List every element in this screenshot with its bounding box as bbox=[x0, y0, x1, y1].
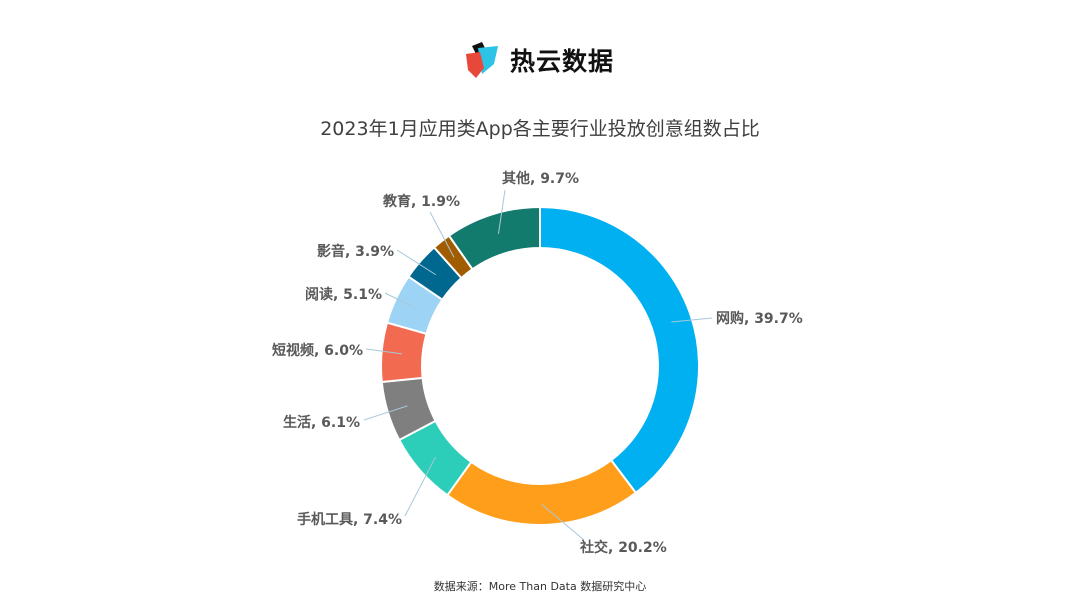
leader-line-其他 bbox=[497, 189, 506, 234]
data-label-影音: 影音, 3.9% bbox=[317, 243, 394, 260]
leader-line-教育 bbox=[429, 211, 455, 258]
slice-社交 bbox=[445, 458, 638, 526]
leader-line-网购 bbox=[671, 317, 713, 323]
leader-line-社交 bbox=[541, 504, 585, 541]
logo: 热云数据 bbox=[462, 40, 614, 80]
leader-line-阅读 bbox=[384, 292, 415, 308]
leader-line-短视频 bbox=[365, 348, 403, 355]
data-label-阅读: 阅读, 5.1% bbox=[305, 286, 382, 303]
chart-title: 2023年1月应用类App各主要行业投放创意组数占比 bbox=[320, 118, 760, 140]
leader-line-手机工具 bbox=[404, 456, 436, 517]
slice-其他 bbox=[447, 205, 541, 271]
logo-icon bbox=[466, 42, 498, 78]
slice-网购 bbox=[539, 205, 700, 495]
data-label-短视频: 短视频, 6.0% bbox=[272, 342, 363, 359]
leader-line-生活 bbox=[363, 405, 408, 421]
data-label-其他: 其他, 9.7% bbox=[502, 170, 579, 187]
data-label-教育: 教育, 1.9% bbox=[383, 193, 460, 210]
data-label-社交: 社交, 20.2% bbox=[579, 539, 667, 556]
logo-text: 热云数据 bbox=[510, 47, 615, 76]
data-label-网购: 网购, 39.7% bbox=[716, 310, 803, 327]
data-label-生活: 生活, 6.1% bbox=[283, 414, 360, 431]
source-note: 数据来源：More Than Data 数据研究中心 bbox=[433, 580, 647, 593]
leader-line-影音 bbox=[396, 249, 437, 276]
data-label-手机工具: 手机工具, 7.4% bbox=[297, 511, 402, 528]
